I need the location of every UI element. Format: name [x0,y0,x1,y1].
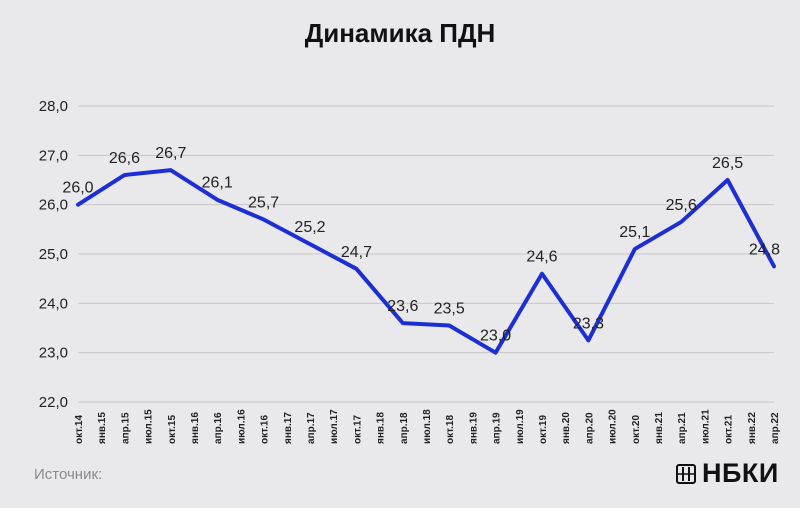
x-tick-label: июл.18 [422,409,433,444]
x-tick-label: июл.20 [608,409,619,444]
data-label: 25,2 [294,219,325,236]
data-label: 26,6 [109,150,140,167]
x-tick-label: апр.21 [677,412,688,444]
data-label: 23,0 [480,328,511,345]
y-tick-label: 28,0 [39,98,68,115]
x-tick-label: окт.18 [445,415,456,444]
x-tick-label: июл.15 [144,409,155,444]
x-tick-label: окт.17 [352,415,363,444]
brand-logo: НБКИ [676,458,779,489]
x-tick-label: июл.19 [515,409,526,444]
brand-name: НБКИ [702,458,779,488]
y-tick-label: 22,0 [39,394,68,411]
y-tick-label: 23,0 [39,345,68,362]
x-tick-label: янв.17 [283,412,294,444]
x-tick-label: апр.17 [306,412,317,444]
x-tick-label: янв.20 [561,412,572,444]
data-label: 23,5 [434,301,465,318]
x-tick-label: окт.15 [167,415,178,444]
x-tick-label: янв.22 [747,412,758,444]
x-tick-label: янв.19 [468,412,479,444]
x-tick-label: апр.18 [399,412,410,444]
x-tick-label: янв.15 [97,412,108,444]
y-tick-label: 25,0 [39,246,68,263]
data-label: 24,8 [749,241,780,258]
data-label: 23,3 [573,315,604,332]
y-tick-label: 24,0 [39,295,68,312]
data-label: 26,0 [62,180,93,197]
y-tick-label: 27,0 [39,147,68,164]
x-tick-label: июл.21 [700,409,711,444]
x-tick-label: окт.21 [724,415,735,444]
data-label: 25,6 [666,197,697,214]
series-line [76,168,776,355]
x-tick-label: апр.22 [770,412,781,444]
x-tick-label: апр.19 [492,412,503,444]
source-label: Источник: [34,466,103,483]
y-tick-label: 26,0 [39,197,68,214]
data-label: 25,1 [619,224,650,241]
nbki-logo-icon [676,463,696,484]
data-label: 25,7 [248,194,279,211]
data-label: 24,7 [341,244,372,261]
chart-title: Динамика ПДН [304,18,496,48]
x-tick-label: окт.20 [631,415,642,444]
data-label: 26,1 [202,175,233,192]
data-label: 23,6 [387,298,418,315]
x-tick-label: окт.16 [260,415,271,444]
x-tick-label: июл.17 [329,409,340,444]
x-tick-label: апр.16 [213,412,224,444]
data-label: 24,6 [526,249,557,266]
x-tick-label: апр.15 [120,412,131,444]
x-tick-label: окт.14 [74,415,85,444]
x-tick-label: июл.16 [236,409,247,444]
x-tick-label: окт.19 [538,415,549,444]
x-tick-label: янв.21 [654,412,665,444]
data-label: 26,5 [712,155,743,172]
data-label: 26,7 [155,145,186,162]
x-tick-label: апр.20 [584,412,595,444]
x-tick-label: янв.18 [376,412,387,444]
x-tick-label: янв.16 [190,412,201,444]
